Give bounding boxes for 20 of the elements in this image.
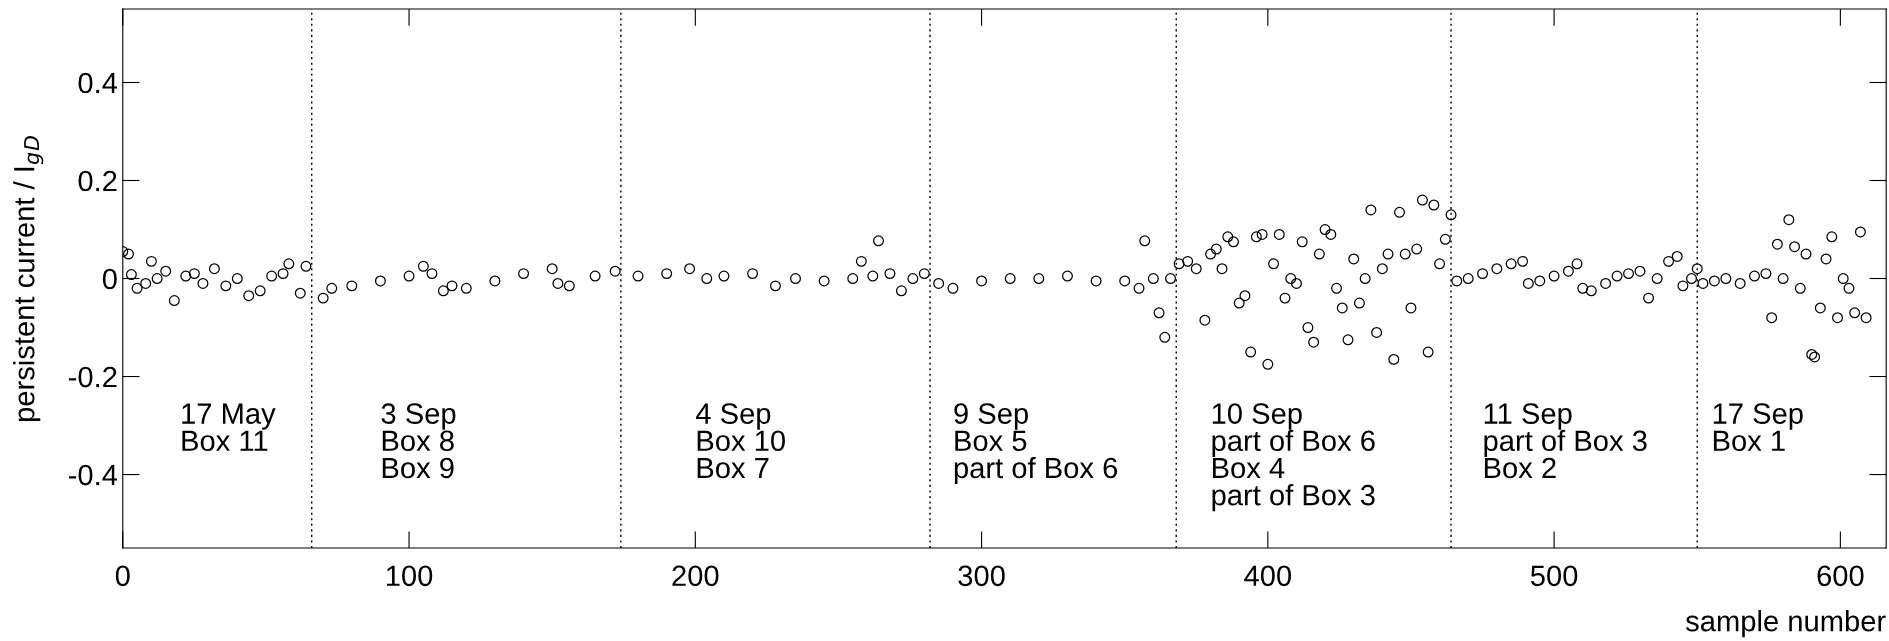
annotation: 3 Sep Box 8 Box 9 [381, 403, 456, 479]
x-tick-label: 100 [386, 565, 433, 587]
y-tick-label: 0.4 [78, 72, 118, 94]
x-axis-title: sample number [1685, 610, 1886, 638]
annotation: 11 Sep part of Box 3 Box 2 [1484, 403, 1647, 479]
y-tick-label: 0 [102, 268, 117, 290]
x-tick-label: 400 [1244, 565, 1292, 587]
y-tick-label: -0.4 [68, 464, 118, 486]
y-tick-label: -0.2 [68, 366, 117, 388]
y-tick-label: 0.2 [78, 170, 117, 192]
annotation: 10 Sep part of Box 6 Box 4 part of Box 3 [1212, 403, 1375, 512]
annotation: 4 Sep Box 10 Box 7 [695, 403, 785, 479]
y-axis-title: persistent current / I$_{gD}$ [13, 136, 44, 422]
x-tick-label: 200 [672, 565, 719, 587]
annotation: 9 Sep Box 5 part of Box 6 [954, 403, 1118, 485]
x-tick-label: 300 [958, 565, 1005, 587]
x-tick-label: 600 [1817, 565, 1864, 587]
annotation: 17 May Box 11 [182, 403, 276, 452]
annotation: 17 Sep Box 1 [1713, 403, 1803, 452]
x-tick-label: 500 [1530, 565, 1578, 587]
